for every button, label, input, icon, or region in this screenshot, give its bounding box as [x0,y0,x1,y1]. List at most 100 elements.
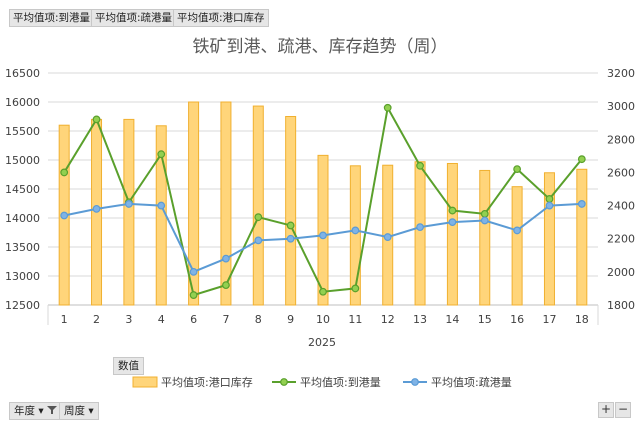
left-axis-tick-label: 12500 [5,299,40,312]
right-axis-tick-label: 2000 [607,266,635,279]
x-axis-tick-label: 6 [190,313,197,326]
left-axis-tick-label: 13500 [5,241,40,254]
x-axis-tick-label: 17 [542,313,556,326]
data-point [286,221,295,230]
left-axis-tick-label: 14000 [5,212,40,225]
bar [511,186,523,306]
bar [188,101,200,306]
x-axis-tick-label: 10 [316,313,330,326]
right-axis-tick-label: 3000 [607,100,635,113]
data-point [383,233,392,241]
right-axis-tick-label: 2800 [607,133,635,146]
year-field-label: 年度 [14,405,35,417]
x-axis-tick-label: 14 [445,313,459,326]
legend-label-arrival: 平均值项:到港量 [300,376,381,389]
bar [349,165,361,306]
legend-swatch-inventory [132,376,158,388]
bar [543,172,555,306]
left-axis-tick-label: 15000 [5,154,40,167]
chart-title: 铁矿到港、疏港、库存趋势（周） [193,37,448,57]
legend-marker-outbound [411,378,419,386]
data-point [448,218,457,227]
data-point [222,254,230,263]
filter-chip-outbound[interactable]: 平均值项:疏港量 [91,9,177,27]
legend-label-outbound: 平均值项:疏港量 [431,375,512,389]
week-field-button[interactable]: 周度 ▾ [59,402,99,420]
data-point [60,211,69,220]
bar [576,168,588,306]
legend-marker-arrival [280,378,288,386]
left-axis-ticks: 12500 13000 13500 14000 14500 15000 15500 16000… [5,67,40,312]
data-point [416,223,424,232]
x-axis-ticks: 1 2 3 4 6 7 8 9 10 11 12 13 14 15 16 17 18 [61,313,589,326]
x-axis-tick-label: 11 [348,313,362,326]
filter-chip-inventory[interactable]: 平均值项:港口库存 [173,9,269,27]
data-point [60,168,69,177]
value-field-button[interactable]: 数值 [113,357,144,375]
year-field-button[interactable]: 年度 ▾ [9,402,62,420]
data-point [577,200,586,208]
x-axis-tick-label: 12 [381,313,395,326]
bar [479,169,491,306]
data-point [577,155,586,164]
x-axis-tick-label: 9 [287,313,294,326]
x-axis-tick-label: 1 [61,313,68,326]
data-point [254,213,263,222]
x-axis-tick-label: 16 [510,313,524,326]
filter-chip-arrival[interactable]: 平均值项:到港量 [9,9,95,27]
data-point [92,115,101,124]
x-axis-tick-label: 4 [158,313,165,326]
data-point [480,209,489,218]
x-axis-tick-label: 18 [575,313,589,326]
left-axis-tick-label: 15500 [5,125,40,138]
data-point [319,287,327,296]
right-axis-tick-label: 3200 [607,67,635,80]
x-axis-tick-label: 3 [125,313,132,326]
data-point [513,226,522,235]
bar [220,101,232,306]
left-axis-tick-label: 16500 [5,67,40,80]
x-axis-tick-label: 7 [222,313,229,326]
data-point [351,284,360,293]
right-axis-ticks: 1800 2000 2200 2400 2600 2800 3000 3200 [607,67,635,312]
line-series-arrival [60,103,586,299]
data-point [157,150,166,159]
chart-legend: 平均值项:港口库存 平均值项:到港量 平均值项:疏港量 [132,375,512,389]
left-axis-tick-label: 14500 [5,183,40,196]
data-point [157,201,166,210]
data-point [286,234,295,243]
chevron-down-icon: ▾ [38,405,44,417]
data-point [319,231,327,240]
bar [285,116,297,306]
x-axis-tick-label: 15 [478,313,492,326]
bar [317,154,329,306]
bar [252,105,264,306]
data-point [513,165,522,174]
x-axis-year-label: 2025 [308,336,336,349]
data-point [545,195,554,203]
data-point [448,206,457,215]
data-point [189,267,198,276]
data-point [222,281,230,290]
left-axis-tick-label: 16000 [5,96,40,109]
collapse-button[interactable]: − [615,402,631,418]
data-point [92,204,101,213]
data-point [480,216,489,225]
data-point [416,161,424,170]
expand-button[interactable]: + [598,402,614,418]
x-axis-tick-label: 2 [93,313,100,326]
week-field-label: 周度 [64,405,85,417]
data-point [189,291,198,299]
x-axis-tick-label: 13 [413,313,427,326]
data-point [383,103,392,112]
right-axis-tick-label: 2600 [607,166,635,179]
chevron-down-icon: ▾ [88,405,94,417]
line-series-outbound [60,200,586,276]
legend-label-inventory: 平均值项:港口库存 [161,375,253,389]
data-point [254,236,263,245]
bar [414,161,426,306]
left-axis-tick-label: 13000 [5,270,40,283]
filter-funnel-icon [46,406,57,414]
data-point [545,201,554,210]
